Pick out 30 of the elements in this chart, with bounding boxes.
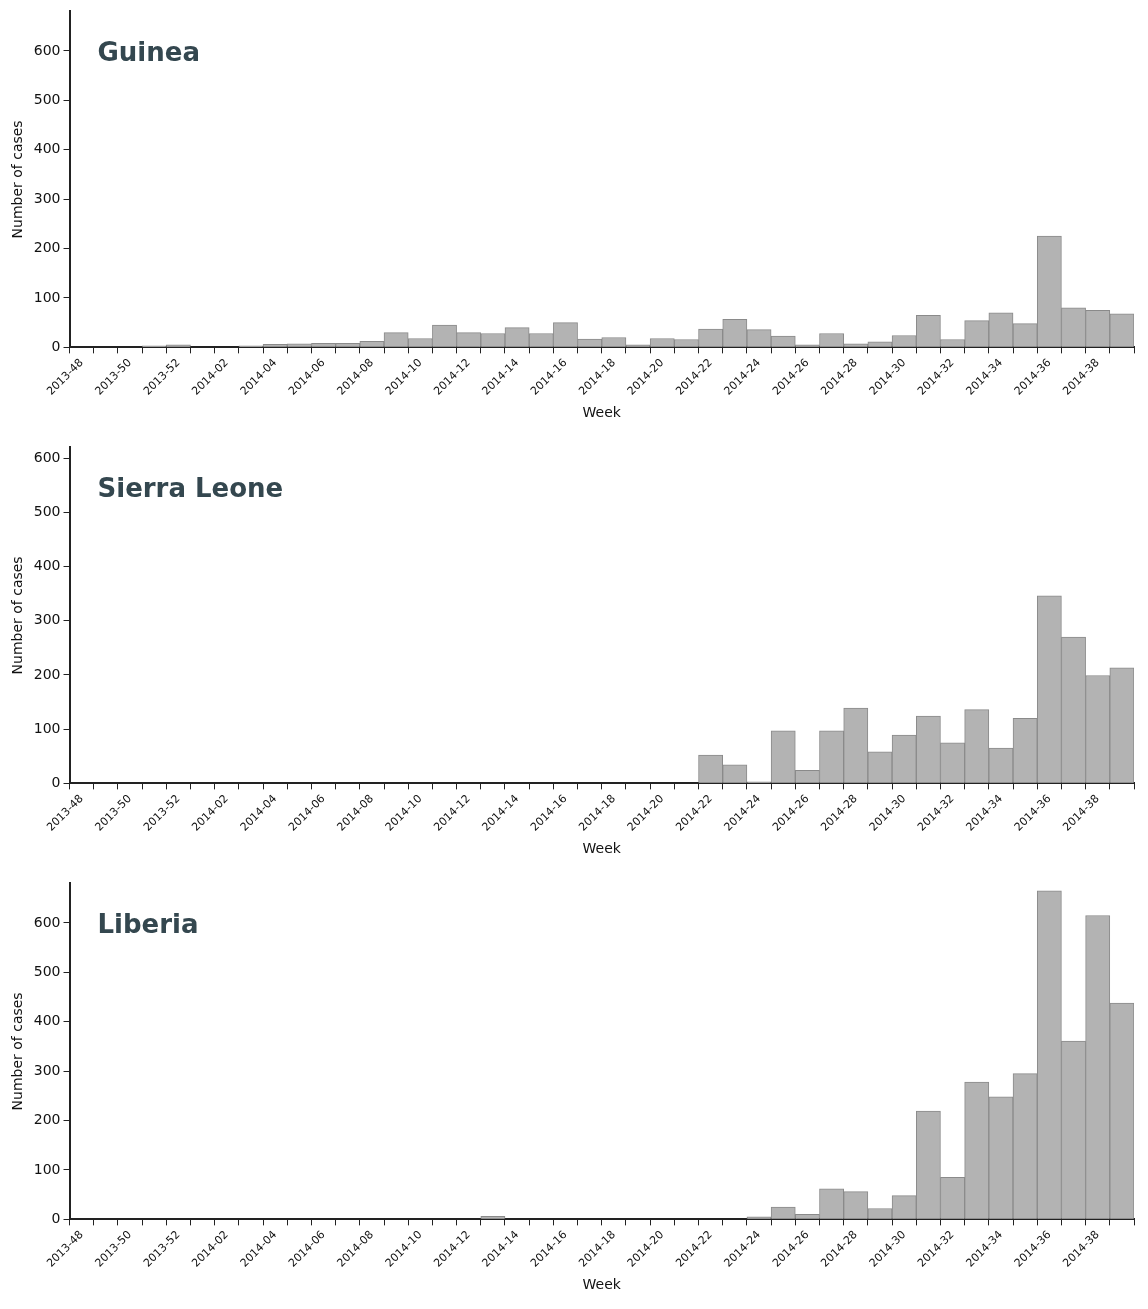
y-tick-label: 100 xyxy=(33,1160,61,1177)
y-tick-label: 100 xyxy=(33,719,61,736)
x-axis-title: Week xyxy=(582,1276,622,1293)
y-tick-label: 200 xyxy=(33,239,61,256)
y-tick-label: 400 xyxy=(33,557,61,574)
y-axis-title: Number of cases xyxy=(9,992,26,1111)
y-axis-title: Number of cases xyxy=(9,120,26,239)
y-tick-label: 300 xyxy=(33,611,61,628)
text: Liberia xyxy=(97,909,199,940)
x-axis-title: Week xyxy=(582,404,622,421)
y-tick-label: 500 xyxy=(33,503,61,520)
y-tick-label: 200 xyxy=(33,1111,61,1128)
y-tick-label: 0 xyxy=(51,774,61,791)
y-tick-label: 400 xyxy=(33,140,61,157)
text: Sierra Leone xyxy=(97,473,284,504)
y-tick-label: 600 xyxy=(33,913,61,930)
y-tick-label: 100 xyxy=(33,288,61,305)
y-tick-label: 600 xyxy=(33,41,61,58)
x-axis-title: Week xyxy=(582,840,622,857)
y-tick-label: 600 xyxy=(33,448,61,465)
y-tick-label: 0 xyxy=(51,1210,61,1227)
y-axis-title: Number of cases xyxy=(9,556,26,675)
y-tick-label: 400 xyxy=(33,1012,61,1029)
y-tick-label: 0 xyxy=(51,338,61,355)
y-tick-label: 200 xyxy=(33,665,61,682)
text: Guinea xyxy=(97,37,200,68)
y-tick-label: 500 xyxy=(33,90,61,107)
y-tick-label: 300 xyxy=(33,189,61,206)
y-tick-label: 500 xyxy=(33,962,61,979)
y-tick-label: 300 xyxy=(33,1061,61,1078)
